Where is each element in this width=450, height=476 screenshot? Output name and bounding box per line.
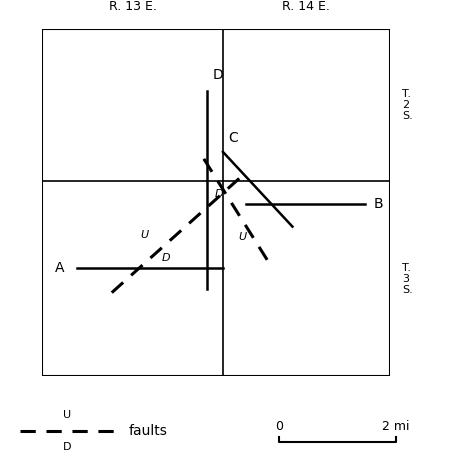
Text: D: D — [161, 253, 170, 263]
Text: U: U — [63, 410, 72, 420]
Text: R. 13 E.: R. 13 E. — [108, 0, 157, 13]
Text: D: D — [212, 69, 223, 82]
Text: U: U — [141, 230, 149, 240]
Text: faults: faults — [128, 424, 167, 438]
Text: T.
3
S.: T. 3 S. — [402, 263, 413, 295]
Text: 0: 0 — [275, 419, 283, 433]
Text: B: B — [374, 197, 384, 211]
Text: C: C — [228, 131, 238, 145]
Text: 2 mi: 2 mi — [382, 419, 410, 433]
Text: T.
2
S.: T. 2 S. — [402, 89, 413, 121]
Text: A: A — [55, 261, 65, 275]
Text: D: D — [63, 442, 72, 452]
Text: D: D — [215, 188, 224, 198]
Text: R. 14 E.: R. 14 E. — [283, 0, 330, 13]
Text: U: U — [238, 232, 246, 242]
